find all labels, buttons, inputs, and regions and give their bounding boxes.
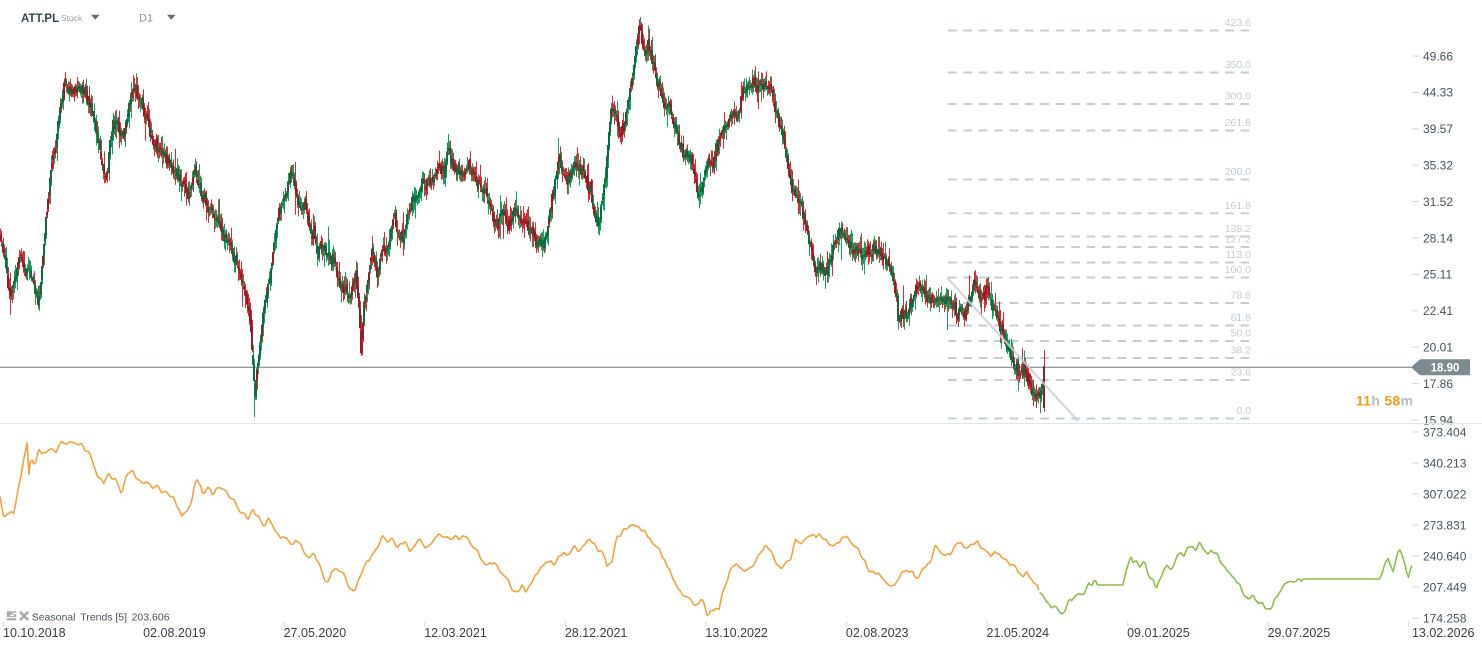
svg-text:02.08.2019: 02.08.2019: [143, 626, 206, 640]
svg-text:300.0: 300.0: [1225, 91, 1251, 103]
svg-text:138.2: 138.2: [1225, 223, 1251, 235]
svg-text:200.0: 200.0: [1225, 166, 1251, 178]
svg-text:Seasonal: Seasonal: [32, 612, 76, 624]
svg-text:35.32: 35.32: [1423, 159, 1453, 173]
svg-text:ATT.PL: ATT.PL: [21, 13, 59, 25]
svg-text:28.14: 28.14: [1423, 231, 1453, 245]
svg-text:78.6: 78.6: [1231, 290, 1252, 302]
svg-text:Stock: Stock: [61, 13, 83, 23]
svg-text:29.07.2025: 29.07.2025: [1268, 626, 1331, 640]
svg-text:174.258: 174.258: [1423, 611, 1467, 625]
svg-text:423.6: 423.6: [1225, 17, 1251, 29]
svg-text:49.66: 49.66: [1423, 49, 1453, 63]
svg-text:09.01.2025: 09.01.2025: [1127, 626, 1190, 640]
svg-text:13.10.2022: 13.10.2022: [705, 626, 768, 640]
svg-text:13.02.2026: 13.02.2026: [1412, 626, 1475, 640]
svg-text:207.449: 207.449: [1423, 580, 1467, 594]
svg-text:307.022: 307.022: [1423, 487, 1467, 501]
svg-text:100.0: 100.0: [1225, 264, 1251, 276]
svg-text:12.03.2021: 12.03.2021: [424, 626, 487, 640]
svg-text:20.01: 20.01: [1423, 341, 1453, 355]
svg-text:27.05.2020: 27.05.2020: [284, 626, 347, 640]
svg-text:02.08.2023: 02.08.2023: [846, 626, 909, 640]
svg-text:273.831: 273.831: [1423, 518, 1467, 532]
svg-text:31.52: 31.52: [1423, 195, 1453, 209]
svg-text:[5]: [5]: [115, 612, 127, 624]
svg-text:50.0: 50.0: [1231, 328, 1252, 340]
svg-text:11h 58m: 11h 58m: [1356, 394, 1413, 409]
svg-text:0.0: 0.0: [1236, 405, 1251, 417]
svg-text:340.213: 340.213: [1423, 456, 1467, 470]
svg-text:240.640: 240.640: [1423, 549, 1467, 563]
svg-text:44.33: 44.33: [1423, 86, 1453, 100]
svg-text:Trends: Trends: [80, 612, 112, 624]
svg-text:22.41: 22.41: [1423, 304, 1453, 318]
svg-text:D1: D1: [139, 13, 153, 25]
svg-text:350.0: 350.0: [1225, 59, 1251, 71]
svg-text:203.606: 203.606: [132, 612, 170, 624]
svg-text:161.8: 161.8: [1225, 200, 1251, 212]
svg-text:38.2: 38.2: [1231, 345, 1252, 357]
svg-text:23.6: 23.6: [1231, 367, 1252, 379]
svg-text:61.8: 61.8: [1231, 312, 1252, 324]
svg-text:28.12.2021: 28.12.2021: [565, 626, 628, 640]
svg-text:18.90: 18.90: [1431, 363, 1460, 375]
svg-text:39.57: 39.57: [1423, 122, 1453, 136]
svg-text:10.10.2018: 10.10.2018: [3, 626, 66, 640]
svg-text:373.404: 373.404: [1423, 425, 1467, 439]
svg-text:21.05.2024: 21.05.2024: [987, 626, 1050, 640]
svg-text:261.8: 261.8: [1225, 117, 1251, 129]
svg-text:113.0: 113.0: [1226, 249, 1252, 261]
svg-text:25.11: 25.11: [1423, 268, 1452, 282]
svg-text:127.2: 127.2: [1225, 234, 1251, 246]
svg-text:17.86: 17.86: [1423, 377, 1453, 391]
